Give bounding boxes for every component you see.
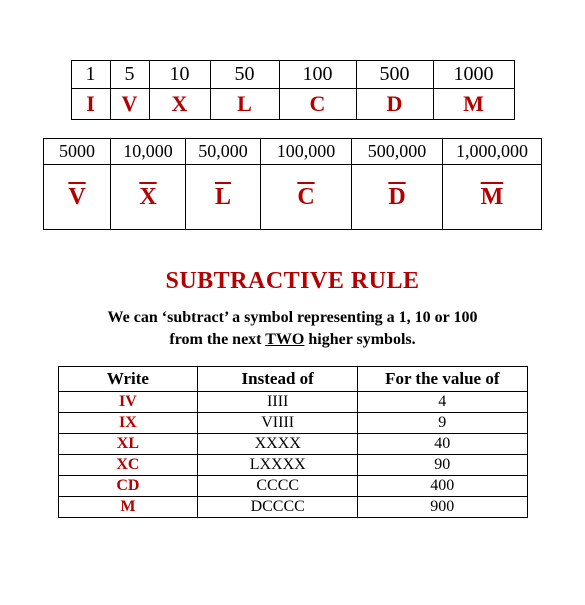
cell: DCCCC [198, 496, 358, 517]
cell: XC [58, 454, 198, 475]
cell: VIIII [198, 412, 358, 433]
table-row: IV IIII 4 [58, 391, 527, 412]
cell: D [356, 89, 433, 120]
cell: 100,000 [261, 139, 352, 165]
table-row: XL XXXX 40 [58, 433, 527, 454]
table-row: M DCCCC 900 [58, 496, 527, 517]
cell: LXXXX [198, 454, 358, 475]
cell: 90 [358, 454, 527, 475]
basic-numerals-table: 1 5 10 50 100 500 1000 I V X L C D M [71, 60, 515, 120]
cell: 400 [358, 475, 527, 496]
cell: X [149, 89, 210, 120]
cell: 1,000,000 [443, 139, 542, 165]
cell: 1000 [433, 61, 514, 89]
large-numerals-table: 5000 10,000 50,000 100,000 500,000 1,000… [43, 138, 542, 230]
cell: L [186, 165, 261, 230]
cell: M [433, 89, 514, 120]
cell: D [352, 165, 443, 230]
cell: V [44, 165, 111, 230]
cell: IV [58, 391, 198, 412]
subtractive-rule-table: Write Instead of For the value of IV III… [58, 366, 528, 518]
cell: 4 [358, 391, 527, 412]
table-row: 5000 10,000 50,000 100,000 500,000 1,000… [44, 139, 542, 165]
cell: CCCC [198, 475, 358, 496]
cell: XXXX [198, 433, 358, 454]
cell: 40 [358, 433, 527, 454]
cell: 500 [356, 61, 433, 89]
cell: L [210, 89, 279, 120]
cell: C [261, 165, 352, 230]
table-header-row: Write Instead of For the value of [58, 366, 527, 391]
cell: XL [58, 433, 198, 454]
cell: M [443, 165, 542, 230]
col-header: For the value of [358, 366, 527, 391]
cell: I [71, 89, 110, 120]
cell: 500,000 [352, 139, 443, 165]
cell: V [110, 89, 149, 120]
table-row: CD CCCC 400 [58, 475, 527, 496]
cell: IX [58, 412, 198, 433]
cell: X [111, 165, 186, 230]
cell: 10,000 [111, 139, 186, 165]
section-subtitle: We can ‘subtract’ a symbol representing … [35, 307, 550, 352]
page: 1 5 10 50 100 500 1000 I V X L C D M 500… [0, 0, 585, 548]
col-header: Instead of [198, 366, 358, 391]
table-row: V X L C D M [44, 165, 542, 230]
cell: M [58, 496, 198, 517]
cell: CD [58, 475, 198, 496]
table-row: 1 5 10 50 100 500 1000 [71, 61, 514, 89]
cell: 10 [149, 61, 210, 89]
cell: 5000 [44, 139, 111, 165]
table-row: XC LXXXX 90 [58, 454, 527, 475]
cell: 1 [71, 61, 110, 89]
cell: 900 [358, 496, 527, 517]
table-row: I V X L C D M [71, 89, 514, 120]
col-header: Write [58, 366, 198, 391]
cell: C [279, 89, 356, 120]
cell: 50 [210, 61, 279, 89]
cell: 100 [279, 61, 356, 89]
cell: IIII [198, 391, 358, 412]
section-heading: SUBTRACTIVE RULE [35, 268, 550, 295]
table-row: IX VIIII 9 [58, 412, 527, 433]
cell: 9 [358, 412, 527, 433]
cell: 5 [110, 61, 149, 89]
cell: 50,000 [186, 139, 261, 165]
